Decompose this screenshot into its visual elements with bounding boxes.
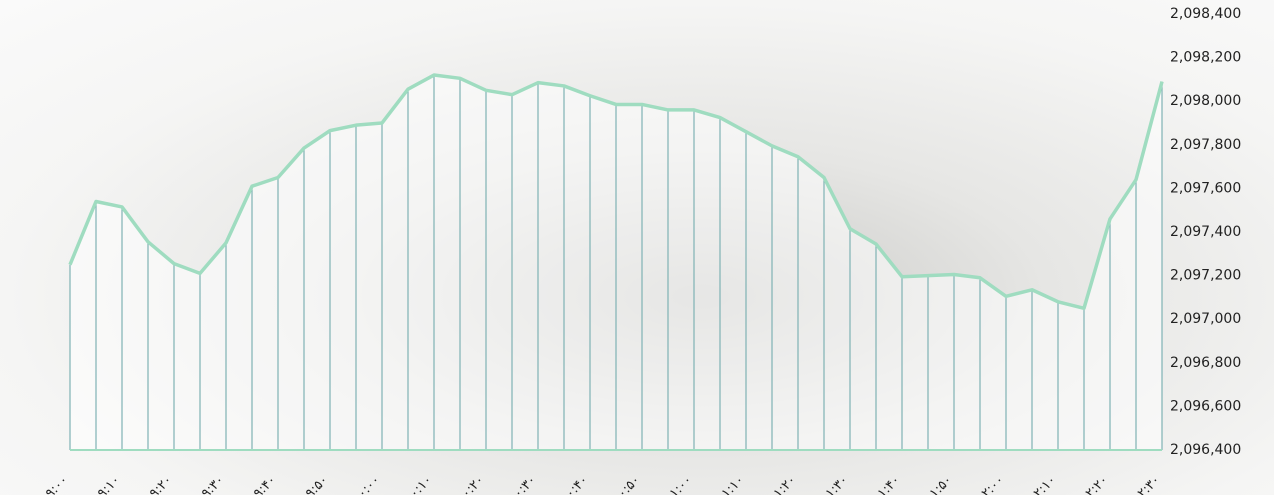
y-tick-label: 2,098,000 bbox=[1170, 93, 1241, 109]
x-tick-label: ۱۲:۱۰ bbox=[1026, 473, 1059, 495]
x-tick-label: ۹:۴۰ bbox=[251, 473, 280, 495]
x-tick-label: ۱۰:۱۰ bbox=[402, 473, 435, 495]
x-tick-label: ۹:۰۰ bbox=[43, 473, 72, 495]
x-tick-label: ۱۲:۲۰ bbox=[1078, 473, 1111, 495]
x-tick-label: ۱۱:۳۰ bbox=[818, 473, 851, 495]
x-tick-label: ۱۲:۰۰ bbox=[974, 473, 1007, 495]
y-tick-label: 2,098,200 bbox=[1170, 50, 1241, 66]
x-tick-label: ۱۰:۲۰ bbox=[454, 473, 487, 495]
x-tick-label: ۹:۵۰ bbox=[303, 473, 332, 495]
x-tick-label: ۹:۱۰ bbox=[95, 473, 124, 495]
x-tick-label: ۱۰:۴۰ bbox=[558, 473, 591, 495]
x-tick-label: ۱۲:۳۰ bbox=[1130, 473, 1163, 495]
x-tick-label: ۱۱:۱۰ bbox=[714, 473, 747, 495]
x-tick-label: ۱۱:۵۰ bbox=[922, 473, 955, 495]
y-tick-label: 2,097,200 bbox=[1170, 268, 1241, 284]
x-tick-label: ۱۰:۳۰ bbox=[506, 473, 539, 495]
y-tick-label: 2,098,400 bbox=[1170, 6, 1241, 22]
x-tick-label: ۹:۳۰ bbox=[199, 473, 228, 495]
y-tick-label: 2,097,400 bbox=[1170, 224, 1241, 240]
x-tick-label: ۱۱:۴۰ bbox=[870, 473, 903, 495]
y-tick-label: 2,096,600 bbox=[1170, 398, 1241, 414]
x-tick-label: ۹:۲۰ bbox=[147, 473, 176, 495]
x-tick-label: ۱۰:۵۰ bbox=[610, 473, 643, 495]
x-tick-label: ۱۱:۲۰ bbox=[766, 473, 799, 495]
y-tick-label: 2,096,400 bbox=[1170, 442, 1241, 458]
y-tick-label: 2,097,600 bbox=[1170, 180, 1241, 196]
x-tick-label: ۱۰:۰۰ bbox=[350, 473, 383, 495]
line bbox=[68, 73, 1164, 311]
y-tick-label: 2,097,000 bbox=[1170, 311, 1241, 327]
y-tick-label: 2,096,800 bbox=[1170, 355, 1241, 371]
x-tick-label: ۱۱:۰۰ bbox=[662, 473, 695, 495]
y-tick-label: 2,097,800 bbox=[1170, 137, 1241, 153]
